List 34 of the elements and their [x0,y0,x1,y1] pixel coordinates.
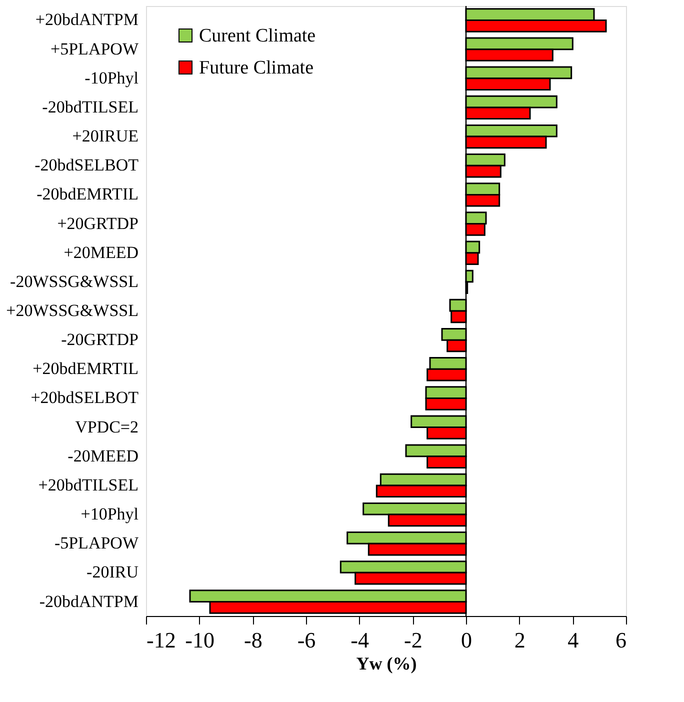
y-tick-label: +20GRTDP [57,214,138,233]
y-tick-label: -20bdSELBOT [34,156,140,175]
legend-label: Future Climate [199,58,314,78]
x-tick-label: -8 [244,628,262,652]
x-tick-label: 4 [568,628,579,652]
y-tick-label: +5PLAPOW [50,39,140,58]
y-tick-label: -20WSSG&WSSL [10,272,138,291]
y-tick-label: -20bdTILSEL [42,97,138,116]
legend-label: Curent Climate [199,26,316,46]
y-tick-label: -20MEED [68,446,138,466]
x-tick-label: -12 [146,628,176,652]
y-tick-label: +20bdSELBOT [30,388,140,408]
y-tick-label: -20IRU [86,562,138,582]
y-tick-label: +20MEED [64,242,138,262]
y-tick-label: -20bdEMRTIL [36,184,138,204]
y-tick-label: -20bdANTPM [39,592,138,611]
y-tick-label: +20bdTILSEL [38,475,138,494]
x-tick-label: -10 [185,628,214,652]
x-axis-title: Yw (%) [356,654,417,674]
x-tick-label: 0 [461,628,472,652]
y-tick-label: +20bdANTPM [35,10,138,30]
x-tick-label: 2 [514,628,526,652]
x-tick-label: -2 [404,628,422,652]
y-tick-label: +20bdEMRTIL [32,359,138,378]
y-tick-label: VPDC=2 [75,417,138,436]
x-tick-label: -4 [350,628,369,652]
y-tick-label: +20WSSG&WSSL [6,301,138,320]
y-tick-label: +10Phyl [80,504,139,524]
x-tick-label: 6 [616,628,626,652]
x-tick-label: -6 [297,628,316,652]
y-tick-label: +20IRUE [72,126,138,146]
y-tick-label: -5PLAPOW [54,534,140,553]
y-tick-label: -10Phyl [84,68,139,88]
y-tick-label: -20GRTDP [61,330,138,350]
